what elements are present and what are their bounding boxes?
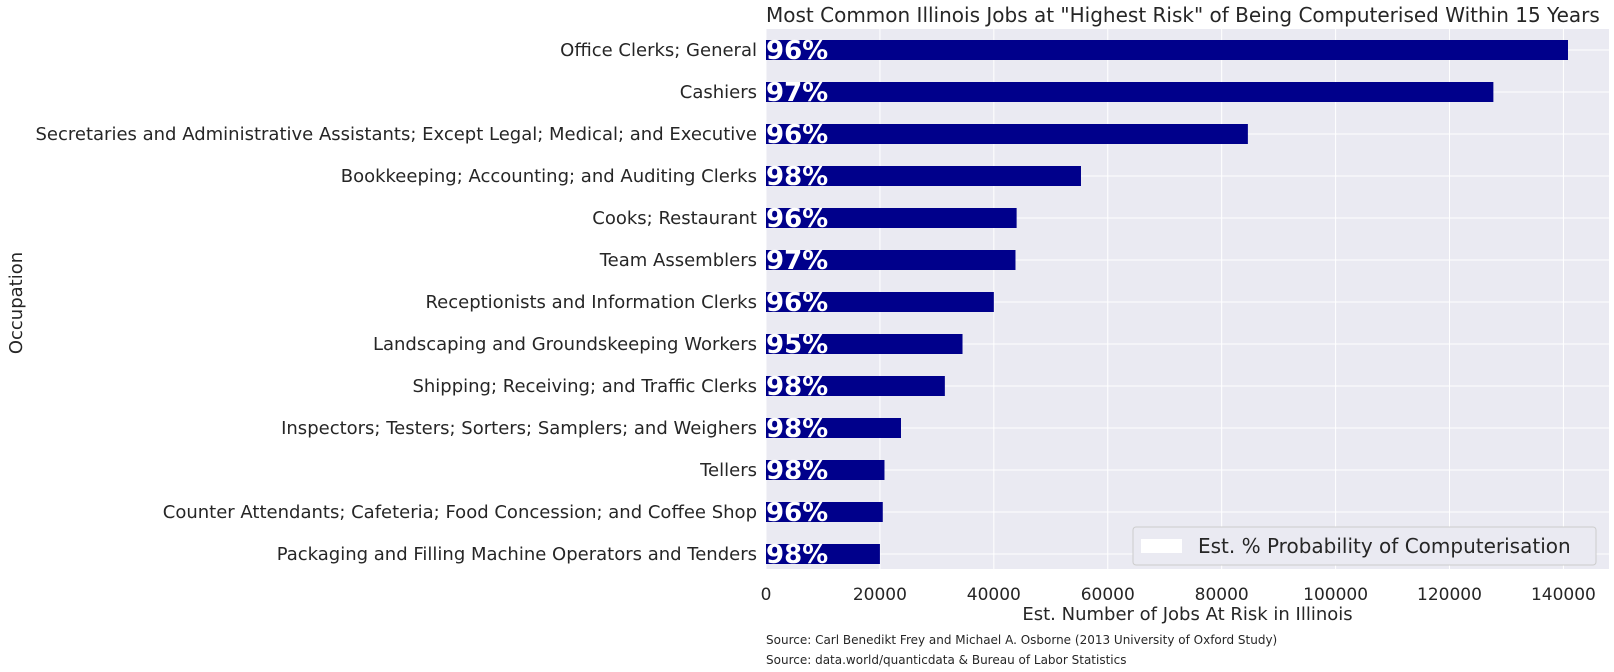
bar-data-label: 97% <box>766 78 828 108</box>
x-tick-label: 100000 <box>1303 585 1368 605</box>
legend-label: Est. % Probability of Computerisation <box>1198 534 1571 558</box>
bar-data-label: 96% <box>766 288 828 318</box>
bar-data-label: 98% <box>766 372 828 402</box>
bar-data-label: 97% <box>766 246 828 276</box>
legend-swatch <box>1141 539 1182 553</box>
bar <box>766 292 994 312</box>
bar <box>766 208 1017 228</box>
bar-data-label: 96% <box>766 498 828 528</box>
bar-data-label: 95% <box>766 330 828 360</box>
y-tick-label: Landscaping and Groundskeeping Workers <box>373 334 757 355</box>
x-tick-label: 0 <box>761 585 772 605</box>
bar <box>766 334 963 354</box>
bar <box>766 40 1568 60</box>
bar <box>766 124 1248 144</box>
source-note: Source: Carl Benedikt Frey and Michael A… <box>766 633 1278 647</box>
bar <box>766 166 1081 186</box>
legend-box <box>1132 526 1597 566</box>
y-tick-label: Cashiers <box>680 82 757 103</box>
y-tick-labels: Office Clerks; General Cashiers Secretarie… <box>35 40 757 565</box>
y-tick-label: Counter Attendants; Cafeteria; Food Conc… <box>163 502 757 523</box>
y-tick-label: Cooks; Restaurant <box>592 208 757 229</box>
bar <box>766 250 1016 270</box>
bar <box>766 418 901 438</box>
y-tick-label: Bookkeeping; Accounting; and Auditing Cl… <box>341 166 757 187</box>
bar-data-label: 96% <box>766 120 828 150</box>
y-tick-label: Team Assemblers <box>599 250 757 271</box>
legend: Est. % Probability of Computerisation <box>1132 526 1597 566</box>
x-tick-label: 40000 <box>967 585 1021 605</box>
bar <box>766 376 945 396</box>
x-tick-label: 60000 <box>1081 585 1135 605</box>
x-tick-labels: 0 20000 40000 60000 80000 100000 120000 140000 <box>761 585 1596 605</box>
data-labels: 96% 97% 96% 98% 96% 97% 96% 95% 98% 98% 98% 96% 98% <box>766 36 828 570</box>
bar <box>766 460 885 480</box>
bar-data-label: 98% <box>766 414 828 444</box>
bar <box>766 544 880 564</box>
y-tick-label: Inspectors; Testers; Sorters; Samplers; … <box>281 418 757 439</box>
y-tick-label: Tellers <box>699 460 757 481</box>
bars <box>766 40 1568 564</box>
chart-title: Most Common Illinois Jobs at "Highest Ri… <box>766 3 1600 27</box>
x-axis-label: Est. Number of Jobs At Risk in Illinois <box>1022 604 1352 625</box>
bar-data-label: 98% <box>766 456 828 486</box>
x-tick-label: 140000 <box>1531 585 1596 605</box>
y-tick-label: Secretaries and Administrative Assistant… <box>35 124 757 145</box>
y-tick-label: Shipping; Receiving; and Traffic Clerks <box>412 376 757 397</box>
source-note: Source: data.world/quanticdata & Bureau … <box>766 653 1127 667</box>
y-axis-label: Occupation <box>6 252 27 354</box>
y-tick-label: Office Clerks; General <box>560 40 757 61</box>
x-tick-label: 80000 <box>1195 585 1249 605</box>
bar <box>766 502 883 522</box>
bar-data-label: 96% <box>766 36 828 66</box>
y-tick-label: Receptionists and Information Clerks <box>425 292 757 313</box>
bar-data-label: 96% <box>766 204 828 234</box>
y-tick-label: Packaging and Filling Machine Operators … <box>277 544 757 565</box>
x-tick-label: 120000 <box>1417 585 1482 605</box>
bar-data-label: 98% <box>766 540 828 570</box>
bar <box>766 82 1494 102</box>
bar-data-label: 98% <box>766 162 828 192</box>
x-tick-label: 20000 <box>853 585 907 605</box>
